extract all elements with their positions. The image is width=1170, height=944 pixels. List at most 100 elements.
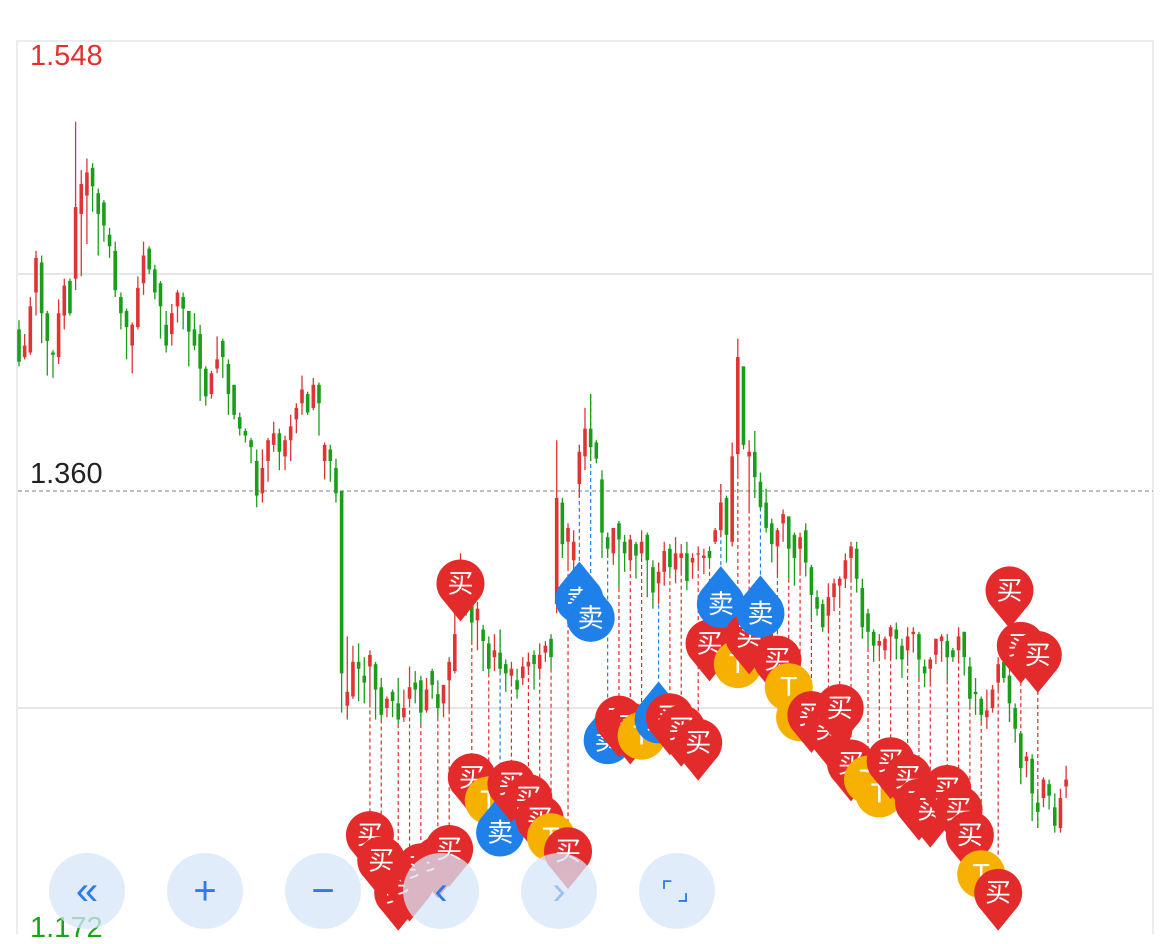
marker-label: 买	[447, 569, 473, 599]
scroll-right-button[interactable]: ›	[521, 853, 597, 929]
candle-body	[39, 262, 44, 314]
fullscreen-button[interactable]: ⌜⌟	[639, 853, 715, 929]
candle-body	[277, 433, 282, 452]
candle-body	[854, 548, 859, 579]
candle-body	[356, 661, 361, 669]
buy-marker[interactable]: 买	[815, 684, 864, 746]
candle-body	[962, 631, 967, 658]
candle-body	[753, 451, 757, 478]
candle-body	[758, 481, 763, 508]
candle-body	[424, 689, 429, 711]
candle-body	[945, 641, 950, 658]
candle-body	[339, 491, 344, 674]
scroll-left-icon: ‹	[434, 869, 448, 913]
candle-body	[249, 440, 253, 448]
candle-body	[526, 661, 531, 667]
candle-body	[803, 530, 808, 563]
candle-body	[209, 373, 214, 395]
candle-body	[79, 183, 84, 214]
candle-body	[271, 433, 276, 445]
candle-body	[849, 546, 853, 558]
marker-label: 卖	[487, 819, 513, 849]
candle-body	[985, 710, 989, 718]
candle-body	[305, 394, 310, 413]
zoom-out-button[interactable]: −	[285, 853, 361, 929]
zoom-in-button[interactable]: +	[167, 853, 243, 929]
marker-pin	[736, 575, 785, 638]
candle-body	[1052, 807, 1057, 826]
candle-body	[713, 530, 717, 542]
buy-marker[interactable]: 买	[974, 868, 1023, 931]
candle-body	[237, 417, 242, 429]
candle-body	[973, 691, 978, 695]
sell-marker[interactable]: 卖	[566, 579, 615, 642]
candle-body	[266, 440, 270, 461]
candle-body	[503, 664, 508, 674]
candle-body	[430, 671, 434, 685]
candle-body	[866, 613, 870, 632]
candle-body	[537, 654, 542, 669]
candle-body	[786, 516, 791, 549]
y-reference-label: 1.360	[30, 458, 103, 490]
candle-body	[481, 629, 485, 642]
candle-body	[141, 255, 146, 284]
candle-body	[730, 456, 734, 542]
marker-label: 买	[985, 879, 1011, 909]
candle-body	[175, 292, 180, 307]
candle-body	[51, 352, 55, 355]
candle-body	[634, 544, 638, 556]
candle-body	[679, 553, 684, 558]
candle-body	[34, 257, 38, 293]
candle-body	[724, 497, 729, 535]
candle-body	[334, 467, 338, 494]
sell-marker[interactable]: 卖	[736, 575, 785, 638]
candle-body	[860, 587, 865, 628]
candle-body	[820, 604, 825, 628]
candle-body	[515, 680, 519, 690]
scroll-left-fast-icon: «	[75, 869, 99, 913]
candle-body	[328, 449, 333, 461]
buy-marker[interactable]: 买	[985, 566, 1034, 629]
candle-body	[453, 634, 457, 672]
candle-body	[520, 666, 525, 678]
zoom-in-icon: +	[193, 869, 217, 913]
candle-body	[396, 703, 401, 720]
candle-body	[62, 285, 67, 316]
candle-body	[17, 329, 21, 362]
candle-body	[775, 530, 780, 547]
candle-body	[373, 664, 378, 690]
candle-body	[402, 708, 406, 718]
candle-body	[1002, 661, 1006, 678]
candle-body	[651, 567, 655, 593]
candle-body	[362, 675, 367, 683]
buy-marker[interactable]: 买	[436, 559, 485, 622]
marker-pin	[436, 559, 485, 622]
candle-body	[543, 645, 548, 653]
candle-body	[702, 555, 706, 558]
marker-label: 买	[957, 821, 983, 851]
candle-body	[690, 557, 695, 563]
candle-body	[769, 523, 774, 545]
candle-body	[645, 534, 650, 561]
scroll-left-fast-button[interactable]: «	[49, 853, 125, 929]
sell-marker[interactable]: 卖	[696, 566, 745, 628]
zoom-out-icon: −	[311, 869, 335, 913]
candle-body	[56, 313, 61, 358]
candle-body	[560, 502, 565, 545]
candle-body	[407, 687, 412, 699]
scroll-left-button[interactable]: ‹	[403, 853, 479, 929]
candle-body	[594, 442, 599, 459]
buy-marker[interactable]: 买	[674, 718, 723, 781]
candle-body	[147, 248, 151, 270]
candle-body	[22, 345, 27, 358]
candle-body	[951, 650, 955, 658]
buy-marker[interactable]: 买	[1013, 631, 1062, 693]
candle-body	[911, 631, 916, 635]
candle-body	[628, 539, 633, 561]
candle-body	[300, 389, 304, 404]
candle-body	[696, 553, 700, 555]
candle-body	[719, 502, 723, 531]
candle-body	[164, 324, 168, 346]
marker-pin	[985, 566, 1034, 629]
